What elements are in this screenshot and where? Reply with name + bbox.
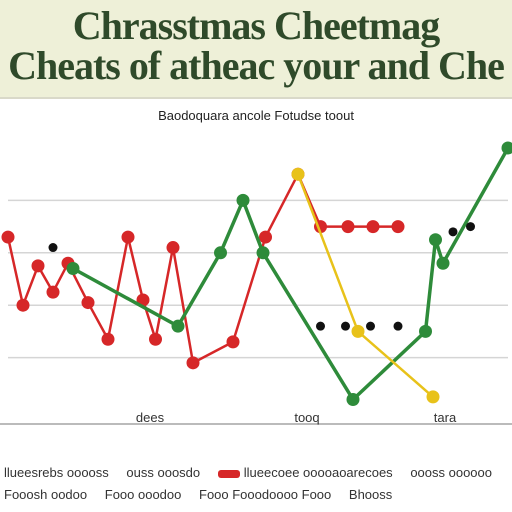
data-point xyxy=(426,390,440,404)
chart-legend: llueesrebs ooooss ouss ooosdo llueecoee … xyxy=(0,456,512,512)
legend-item: Bhooss xyxy=(348,487,393,503)
data-point xyxy=(341,220,355,234)
data-point xyxy=(101,332,115,346)
x-tick-label: dees xyxy=(136,410,165,425)
data-point xyxy=(46,285,60,299)
data-point xyxy=(1,230,15,244)
data-point xyxy=(236,193,250,207)
legend-row-2: Fooosh oodoo Fooo ooodoo Fooo Fooodoooo … xyxy=(4,486,512,502)
data-point xyxy=(316,321,325,331)
data-point xyxy=(171,319,185,333)
data-point xyxy=(346,393,360,407)
banner-divider xyxy=(0,97,512,99)
legend-item: llueecoee ooooaoarecoes xyxy=(217,465,393,480)
data-point xyxy=(121,230,135,244)
data-point xyxy=(48,243,58,253)
data-point xyxy=(186,356,200,370)
data-point xyxy=(466,222,475,232)
series-line xyxy=(296,173,434,398)
legend-swatch-red xyxy=(217,469,240,478)
data-point xyxy=(259,230,272,244)
line-chart: dees tooq tara xyxy=(0,141,512,425)
data-point xyxy=(16,298,30,312)
data-point xyxy=(226,335,240,349)
page-title-line-1: Chrasstmas Cheetmag xyxy=(72,3,441,48)
data-point xyxy=(81,296,95,310)
title-banner: Chrasstmas Cheetmag Cheats of atheac you… xyxy=(0,0,512,97)
data-point xyxy=(256,246,270,260)
data-point xyxy=(419,324,432,338)
page-title-line-2: Cheats of atheac your and Che xyxy=(8,43,505,88)
data-point xyxy=(351,324,365,338)
data-point xyxy=(149,332,162,346)
data-point xyxy=(429,233,442,247)
legend-item: Fooo ooodoo xyxy=(104,487,182,503)
legend-item: Fooo Fooodoooo Fooo xyxy=(199,487,332,503)
chart-title: Baodoquara ancole Fotudse toout xyxy=(158,108,354,123)
legend-item: llueesrebs ooooss xyxy=(4,465,109,481)
data-point xyxy=(501,141,512,155)
legend-item: ouss ooosdo xyxy=(126,465,201,481)
data-point xyxy=(436,256,450,270)
legend-item: oooss oooooo xyxy=(410,465,492,481)
legend-row-1: llueesrebs ooooss ouss ooosdo llueecoee … xyxy=(4,464,512,480)
x-tick-label: tara xyxy=(434,410,457,425)
data-point xyxy=(341,321,350,331)
data-point xyxy=(66,262,80,276)
data-point xyxy=(166,241,180,255)
series-line xyxy=(72,147,510,402)
data-point xyxy=(214,246,227,260)
legend-item: Fooosh oodoo xyxy=(4,487,88,503)
data-point xyxy=(391,220,405,234)
data-point xyxy=(448,227,458,237)
data-point xyxy=(393,321,403,331)
data-point xyxy=(366,321,375,331)
data-point xyxy=(291,167,305,181)
data-point xyxy=(366,220,380,234)
data-point xyxy=(31,259,45,273)
x-tick-label: tooq xyxy=(294,410,319,425)
